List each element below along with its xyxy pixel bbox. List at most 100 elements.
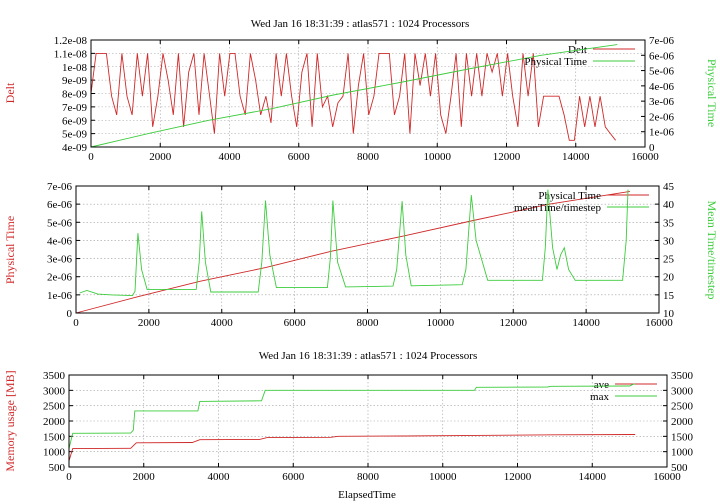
y-tick-label: 1.2e-08 — [54, 35, 88, 47]
y2-tick-label: 15 — [663, 290, 675, 302]
y2-tick-label: 0 — [649, 142, 655, 154]
series-line-max — [68, 383, 636, 449]
y2-tick-label: 1e-06 — [649, 127, 675, 139]
x-tick-label: 10000 — [427, 317, 455, 329]
y-tick-label: 6e-09 — [62, 115, 88, 127]
legend-label: Physical Time — [538, 190, 601, 202]
x-tick-label: 6000 — [288, 151, 311, 163]
x-tick-label: 4000 — [219, 151, 242, 163]
y-axis-label: Delt — [3, 82, 17, 103]
series-line-meantime-timestep — [79, 189, 629, 297]
memory-chart: 0 2000 4000 6000 8000 10000 12000 14000 16000500… — [3, 370, 694, 483]
y2-tick-label: 7e-06 — [649, 35, 675, 47]
x-tick-label: 12000 — [504, 471, 532, 483]
series-line-physical-time — [90, 44, 618, 148]
x-tick-label: 10000 — [424, 151, 452, 163]
legend-label: meanTime/timestep — [514, 202, 601, 214]
x-tick-label: 16000 — [653, 471, 681, 483]
memory-chart-xlabel: ElapsedTime — [338, 489, 396, 501]
y2-tick-label: 6e-06 — [649, 50, 675, 62]
y2-axis-label: Physical Time — [705, 59, 719, 127]
y2-tick-label: 30 — [663, 235, 675, 247]
x-tick-label: 12000 — [493, 151, 521, 163]
x-tick-label: 14000 — [562, 151, 590, 163]
series-line-ave — [68, 434, 636, 462]
x-tick-label: 0 — [73, 317, 79, 329]
series-line-delt — [90, 52, 616, 141]
x-tick-label: 2000 — [149, 151, 172, 163]
x-tick-label: 14000 — [572, 317, 600, 329]
y2-tick-label: 35 — [663, 217, 675, 229]
y2-tick-label: 2000 — [671, 416, 694, 428]
x-tick-label: 0 — [66, 471, 72, 483]
y2-tick-label: 5e-06 — [649, 66, 675, 78]
y-axis-label: Memory usage [MB] — [3, 370, 17, 471]
x-tick-label: 12000 — [500, 317, 528, 329]
legend-label: ave — [594, 379, 609, 391]
physical-time-chart: 0 2000 4000 6000 8000 10000 12000 14000 16000 0 1e… — [3, 181, 719, 329]
y-tick-label: 5e-09 — [62, 129, 88, 141]
y-tick-label: 2e-06 — [47, 272, 73, 284]
y-tick-label: 3000 — [43, 385, 66, 397]
y-tick-label: 3e-06 — [47, 254, 73, 266]
x-tick-label: 8000 — [357, 471, 380, 483]
plot-frame — [68, 374, 668, 468]
top-chart-title: Wed Jan 16 18:31:39 : atlas571 : 1024 Pr… — [251, 18, 469, 30]
y2-tick-label: 3500 — [671, 370, 694, 382]
x-tick-label: 0 — [88, 151, 94, 163]
y2-tick-label: 1000 — [671, 447, 694, 459]
y2-tick-label: 1500 — [671, 431, 694, 443]
x-tick-label: 16000 — [645, 317, 673, 329]
x-tick-label: 2000 — [133, 471, 156, 483]
y-tick-label: 2000 — [43, 416, 66, 428]
x-tick-label: 2000 — [138, 317, 161, 329]
y2-tick-label: 3e-06 — [649, 96, 675, 108]
series-line-physical-time — [75, 190, 630, 314]
y-tick-label: 6e-06 — [47, 199, 73, 211]
y2-tick-label: 45 — [663, 181, 675, 193]
y-tick-label: 4e-06 — [47, 235, 73, 247]
y2-tick-label: 2500 — [671, 401, 694, 413]
plot-frame — [90, 39, 646, 148]
y-tick-label: 4e-09 — [62, 142, 88, 154]
x-tick-label: 8000 — [357, 317, 380, 329]
y2-tick-label: 10 — [663, 308, 675, 320]
y-tick-label: 8e-09 — [62, 89, 88, 101]
y-tick-label: 5e-06 — [47, 217, 73, 229]
y-tick-label: 7e-06 — [47, 181, 73, 193]
y-tick-label: 9e-09 — [62, 75, 88, 87]
plot-frame — [75, 185, 660, 314]
x-tick-label: 8000 — [357, 151, 380, 163]
y2-tick-label: 3000 — [671, 385, 694, 397]
y2-tick-label: 40 — [663, 199, 675, 211]
y-tick-label: 1000 — [43, 447, 66, 459]
y2-tick-label: 20 — [663, 272, 675, 284]
x-tick-label: 16000 — [631, 151, 659, 163]
y2-tick-label: 500 — [671, 462, 688, 474]
memory-chart-title: Wed Jan 16 18:31:39 : atlas571 : 1024 Pr… — [259, 350, 477, 362]
x-tick-label: 10000 — [429, 471, 457, 483]
y2-tick-label: 4e-06 — [649, 81, 675, 93]
x-tick-label: 4000 — [208, 471, 231, 483]
x-tick-label: 14000 — [579, 471, 607, 483]
y-tick-label: 0 — [67, 308, 73, 320]
y-tick-label: 1e-06 — [47, 290, 73, 302]
delt-chart: 0 2000 4000 6000 8000 10000 12000 14000 16000 4e-… — [3, 35, 719, 163]
x-tick-label: 6000 — [282, 471, 305, 483]
y-tick-label: 1e-08 — [62, 62, 88, 74]
y-tick-label: 1500 — [43, 431, 66, 443]
y-tick-label: 1.1e-08 — [54, 48, 88, 60]
y2-axis-label: Mean Time/timestep — [705, 201, 719, 300]
legend-label: max — [590, 391, 609, 403]
x-tick-label: 6000 — [284, 317, 307, 329]
y-axis-label: Physical Time — [3, 216, 17, 284]
legend-label: Physical Time — [524, 56, 587, 68]
y2-tick-label: 25 — [663, 254, 675, 266]
y2-tick-label: 2e-06 — [649, 111, 675, 123]
y-tick-label: 500 — [49, 462, 66, 474]
y-tick-label: 7e-09 — [62, 102, 88, 114]
x-tick-label: 4000 — [211, 317, 234, 329]
y-tick-label: 3500 — [43, 370, 66, 382]
y-tick-label: 2500 — [43, 401, 66, 413]
